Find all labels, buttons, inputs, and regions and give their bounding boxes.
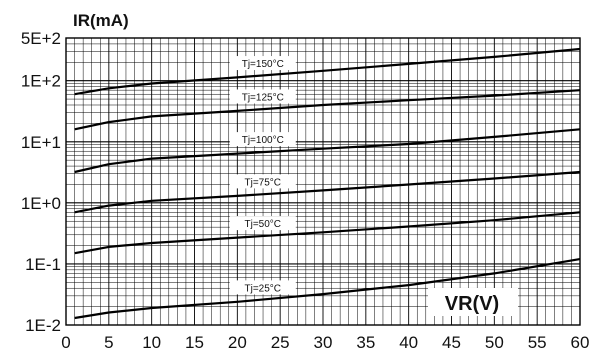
curves [74, 47, 581, 320]
plot-frame [65, 37, 581, 326]
series-label: Tj=125°C [242, 92, 284, 103]
series-label-background [229, 174, 296, 189]
series-line [74, 47, 581, 96]
x-tick-label: 20 [228, 333, 247, 352]
x-tick-label: 45 [442, 333, 461, 352]
xlabel-background [428, 288, 518, 316]
y-tick-label: 1E+2 [21, 72, 61, 91]
series-label-background [229, 56, 296, 71]
y-axis-label: IR(mA) [73, 11, 129, 30]
x-tick-label: 60 [571, 333, 590, 352]
series-line [74, 89, 581, 131]
y-tick-label: 1E-1 [25, 255, 61, 274]
x-tick-label: 30 [314, 333, 333, 352]
x-tick-label: 25 [271, 333, 290, 352]
x-axis-label: VR(V) [445, 293, 499, 315]
series-label: Tj=25°C [245, 283, 282, 294]
series-label-background [229, 280, 296, 295]
series-line [74, 128, 581, 174]
series-line [74, 211, 581, 255]
series-label: Tj=75°C [245, 177, 282, 188]
x-tick-label: 35 [356, 333, 375, 352]
y-tick-label: 1E+1 [21, 133, 61, 152]
series-label: Tj=150°C [242, 59, 284, 70]
x-tick-label: 40 [399, 333, 418, 352]
y-tick-label: 1E+0 [21, 194, 61, 213]
y-tick-label: 1E-2 [25, 316, 61, 335]
x-tick-labels: 0 5 10 15 20 25 30 35 40 45 50 55 60 [61, 333, 589, 352]
x-tick-label: 15 [185, 333, 204, 352]
x-tick-label: 55 [528, 333, 547, 352]
series-line [74, 258, 581, 320]
series-label-background [229, 89, 296, 104]
y-tick-labels: 5E+2 1E+2 1E+1 1E+0 1E-1 1E-2 [21, 29, 61, 335]
x-tick-label: 10 [142, 333, 161, 352]
x-tick-label: 50 [485, 333, 504, 352]
series-label: Tj=50°C [245, 219, 282, 230]
series-label: Tj=100°C [242, 135, 284, 146]
x-tick-label: 5 [104, 333, 113, 352]
series-label-background [229, 216, 296, 231]
x-tick-label: 0 [61, 333, 70, 352]
series-label-background [229, 132, 296, 147]
curve-labels: Tj=150°C Tj=125°C Tj=100°C Tj=75°C Tj=50°C Tj… [229, 56, 296, 295]
series-line [74, 170, 581, 214]
grid [66, 38, 580, 325]
y-tick-label: 5E+2 [21, 29, 61, 48]
